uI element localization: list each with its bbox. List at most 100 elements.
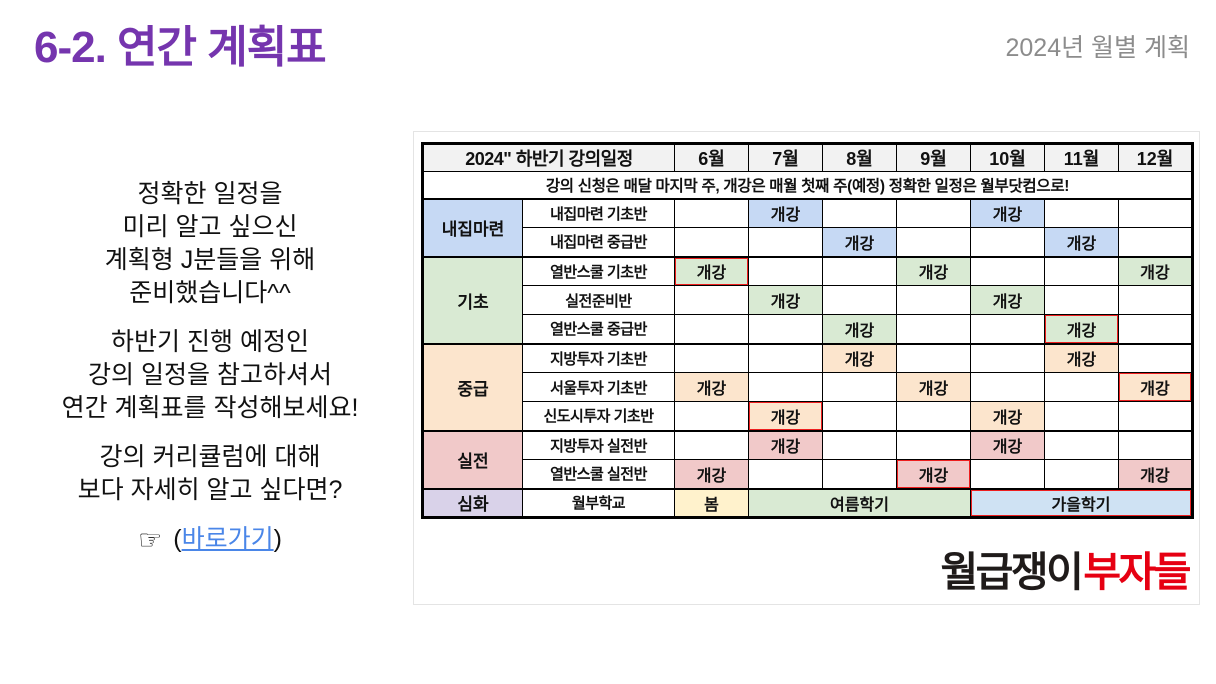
intro-line: 준비했습니다^^	[129, 279, 291, 307]
open-cell: 개강	[970, 429, 1045, 460]
empty-cell	[896, 197, 971, 228]
notice-cell: 강의 신청은 매달 마지막 주, 개강은 매월 첫째 주(예정) 정확한 일정은…	[422, 171, 1193, 199]
highlight-box	[1045, 315, 1118, 343]
intro-line: 강의 커리큘럼에 대해	[99, 443, 321, 471]
open-cell: 개강	[674, 255, 749, 286]
table-row: 신도시투자 기초반 개강 개강	[423, 401, 1193, 431]
open-cell: 개강	[896, 255, 971, 286]
empty-cell	[822, 197, 897, 228]
table-row: 내집마련 내집마련 기초반 개강 개강	[422, 197, 1193, 257]
empty-cell	[674, 197, 749, 228]
empty-cell	[748, 255, 823, 286]
empty-cell	[970, 342, 1045, 373]
open-cell: 개강	[1118, 372, 1193, 402]
open-cell: 개강	[1044, 227, 1119, 257]
empty-cell	[1044, 401, 1119, 431]
empty-cell	[674, 342, 749, 373]
empty-cell	[970, 459, 1045, 489]
empty-cell	[1118, 401, 1193, 431]
paragraph-gap	[0, 310, 420, 326]
empty-cell	[1044, 197, 1119, 228]
month-header-cell: 8월	[822, 143, 897, 172]
shortcut-link[interactable]: 바로가기	[181, 525, 274, 553]
empty-cell	[822, 429, 897, 460]
month-header-cell: 10월	[970, 143, 1045, 172]
table-title-cell: 2024" 하반기 강의일정	[422, 143, 675, 172]
category-cell: 실전	[422, 429, 523, 489]
empty-cell	[822, 255, 897, 286]
category-cell: 내집마련	[422, 197, 523, 257]
table-row: 열반스쿨 중급반 개강 개강	[423, 314, 1193, 344]
intro-line: 하반기 진행 예정인	[111, 328, 309, 356]
empty-cell	[1118, 429, 1193, 460]
empty-cell	[674, 285, 749, 315]
open-cell: 개강	[970, 401, 1045, 431]
empty-cell	[1118, 314, 1193, 344]
empty-cell	[1118, 227, 1193, 257]
open-cell: 개강	[896, 372, 971, 402]
category-cell: 기초	[422, 255, 523, 344]
empty-cell	[748, 372, 823, 402]
open-cell: 개강	[822, 227, 897, 257]
empty-cell	[896, 342, 971, 373]
empty-cell	[748, 314, 823, 344]
empty-cell	[822, 459, 897, 489]
table-row: 실전준비반 개강 개강	[423, 285, 1193, 315]
empty-cell	[748, 227, 823, 257]
open-cell: 개강	[748, 429, 823, 460]
table-row: 서울투자 기초반 개강 개강 개강	[423, 372, 1193, 402]
empty-cell	[970, 255, 1045, 286]
empty-cell	[1044, 255, 1119, 286]
highlight-box	[675, 258, 748, 285]
open-cell: 개강	[970, 285, 1045, 315]
empty-cell	[674, 429, 749, 460]
empty-cell	[970, 314, 1045, 344]
open-cell: 개강	[1118, 255, 1193, 286]
class-name-cell: 내집마련 기초반	[522, 197, 675, 228]
class-name-cell: 내집마련 중급반	[522, 227, 675, 257]
open-cell: 개강	[822, 342, 897, 373]
logo-black-text: 월급쟁이	[940, 549, 1083, 595]
month-header-cell: 6월	[674, 143, 749, 172]
table-row: 기초 열반스쿨 기초반 개강 개강 개강	[422, 255, 1193, 344]
highlight-box	[1119, 373, 1192, 401]
table-row: 심화 월부학교 봄 여름학기 가을학기	[422, 487, 1193, 518]
empty-cell	[896, 227, 971, 257]
empty-cell	[748, 342, 823, 373]
open-cell: 개강	[970, 197, 1045, 228]
intro-paragraphs: 정확한 일정을 미리 알고 싶으신 계획형 J분들을 위해 준비했습니다^^ 하반기 진…	[0, 178, 420, 523]
page-title: 6-2. 연간 계획표	[34, 23, 327, 72]
term-cell: 가을학기	[970, 487, 1193, 518]
highlight-box	[749, 402, 822, 430]
open-cell: 개강	[822, 314, 897, 344]
table-row: 내집마련 중급반 개강 개강	[423, 227, 1193, 257]
class-name-cell: 실전준비반	[522, 285, 675, 315]
empty-cell	[1044, 285, 1119, 315]
open-cell: 개강	[748, 401, 823, 431]
empty-cell	[1044, 429, 1119, 460]
class-name-cell: 열반스쿨 중급반	[522, 314, 675, 344]
empty-cell	[1044, 459, 1119, 489]
intro-line: 정확한 일정을	[137, 180, 283, 208]
class-name-cell: 열반스쿨 기초반	[522, 255, 675, 286]
empty-cell	[896, 401, 971, 431]
table-row: 실전 지방투자 실전반 개강 개강	[422, 429, 1193, 489]
empty-cell	[896, 429, 971, 460]
class-name-cell: 서울투자 기초반	[522, 372, 675, 402]
month-header-cell: 7월	[748, 143, 823, 172]
open-cell: 개강	[674, 459, 749, 489]
empty-cell	[674, 227, 749, 257]
paragraph-gap	[0, 425, 420, 441]
intro-line: 계획형 J분들을 위해	[104, 246, 316, 274]
empty-cell	[748, 459, 823, 489]
empty-cell	[970, 227, 1045, 257]
empty-cell	[896, 285, 971, 315]
table-row: 중급 지방투자 기초반 개강 개강	[422, 342, 1193, 431]
logo: 월급쟁이부자들	[940, 538, 1191, 598]
empty-cell	[822, 401, 897, 431]
link-close-paren: )	[273, 525, 282, 553]
table-row: 열반스쿨 실전반 개강 개강 개강	[423, 459, 1193, 489]
paragraph-gap	[0, 507, 420, 523]
highlight-box	[897, 460, 970, 488]
category-cell: 중급	[422, 342, 523, 431]
